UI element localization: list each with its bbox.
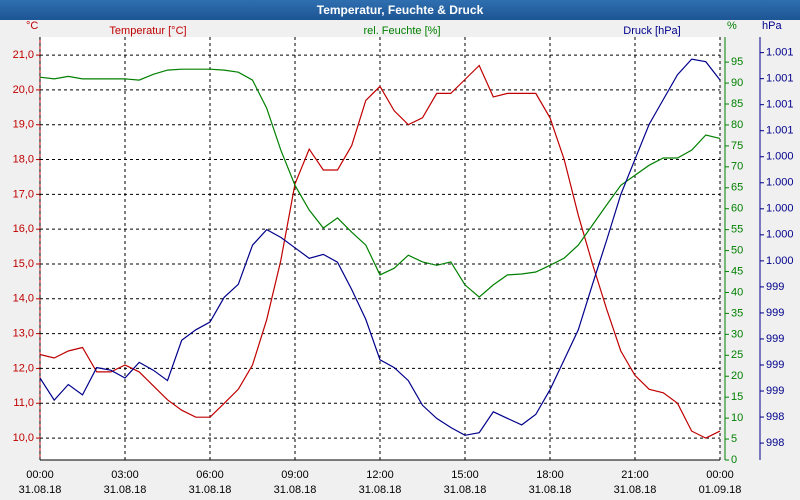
y-tick-label: 17,0	[13, 188, 34, 200]
y-tick-label: 20,0	[13, 84, 34, 96]
y-tick-label: 21,0	[13, 49, 34, 61]
y-tick-label: 1.000	[766, 177, 794, 189]
y-tick-label: 70	[731, 161, 743, 173]
y-tick-label: 1.001	[766, 125, 794, 137]
y-tick-label: 15	[731, 391, 743, 403]
y-tick-label: 30	[731, 328, 743, 340]
y-tick-label: 1.000	[766, 229, 794, 241]
y-tick-label: 12,0	[13, 362, 34, 374]
y-tick-label: 1.000	[766, 203, 794, 215]
x-tick-label: 03:00	[111, 469, 139, 481]
y-tick-label: 95	[731, 56, 743, 68]
y-tick-label: 15,0	[13, 258, 34, 270]
y-tick-label: 999	[766, 333, 784, 345]
y-tick-label: 16,0	[13, 223, 34, 235]
x-tick-date: 31.08.18	[19, 484, 62, 496]
y-tick-label: 10	[731, 412, 743, 424]
y-tick-label: 55	[731, 224, 743, 236]
y-tick-label: 13,0	[13, 328, 34, 340]
x-tick-date: 31.08.18	[189, 484, 232, 496]
x-tick-date: 31.08.18	[444, 484, 487, 496]
series-line	[39, 68, 721, 298]
y-tick-label: 999	[766, 281, 784, 293]
y-tick-label: 25	[731, 349, 743, 361]
y-tick-label: 40	[731, 286, 743, 298]
series-line	[39, 64, 721, 439]
x-tick-date: 31.08.18	[359, 484, 402, 496]
y-tick-label: 999	[766, 385, 784, 397]
y-tick-label: 65	[731, 182, 743, 194]
x-tick-date: 31.08.18	[529, 484, 572, 496]
y-tick-label: 19,0	[13, 119, 34, 131]
x-tick-date: 31.08.18	[614, 484, 657, 496]
y-tick-label: 20	[731, 370, 743, 382]
legend-label: Druck [hPa]	[623, 25, 680, 37]
y-tick-label: 11,0	[13, 397, 34, 409]
y-tick-label: 1.001	[766, 47, 794, 59]
y-tick-label: 60	[731, 203, 743, 215]
y-tick-label: 85	[731, 98, 743, 110]
y-tick-label: 50	[731, 245, 743, 257]
y-tick-label: 18,0	[13, 153, 34, 165]
x-tick-label: 09:00	[281, 469, 309, 481]
x-tick-label: 18:00	[536, 469, 564, 481]
legend-label: Temperatur [°C]	[109, 25, 186, 37]
x-tick-date: 31.08.18	[104, 484, 147, 496]
series-line	[39, 58, 721, 436]
y-tick-label: 45	[731, 265, 743, 277]
y-tick-label: 5	[731, 433, 737, 445]
y-tick-label: 1.000	[766, 151, 794, 163]
axis-label: °C	[26, 20, 38, 32]
y-tick-label: 999	[766, 307, 784, 319]
y-tick-label: 14,0	[13, 293, 34, 305]
axis-label: hPa	[762, 20, 782, 32]
y-tick-label: 75	[731, 140, 743, 152]
legend-label: rel. Feuchte [%]	[363, 25, 440, 37]
y-tick-label: 999	[766, 359, 784, 371]
x-tick-label: 00:00	[706, 469, 734, 481]
y-tick-label: 1.000	[766, 255, 794, 267]
y-tick-label: 80	[731, 119, 743, 131]
y-tick-label: 1.001	[766, 73, 794, 85]
x-tick-label: 06:00	[196, 469, 224, 481]
y-tick-label: 998	[766, 411, 784, 423]
x-tick-label: 21:00	[621, 469, 649, 481]
y-tick-label: 1.001	[766, 99, 794, 111]
x-tick-date: 01.09.18	[699, 484, 742, 496]
y-tick-label: 10,0	[13, 432, 34, 444]
x-tick-label: 15:00	[451, 469, 479, 481]
x-tick-label: 12:00	[366, 469, 394, 481]
x-tick-label: 00:00	[26, 469, 54, 481]
y-tick-label: 0	[731, 454, 737, 466]
y-tick-label: 35	[731, 307, 743, 319]
x-tick-date: 31.08.18	[274, 484, 317, 496]
y-tick-label: 90	[731, 77, 743, 89]
chart: °C 10,0 11,0 12,0 13,0 14,0 15,0 16,0 17,0 18,0 19…	[13, 20, 794, 496]
axis-label: %	[727, 20, 737, 32]
title-bar: Temperatur, Feuchte & Druck	[0, 0, 800, 20]
y-tick-label: 998	[766, 437, 784, 449]
